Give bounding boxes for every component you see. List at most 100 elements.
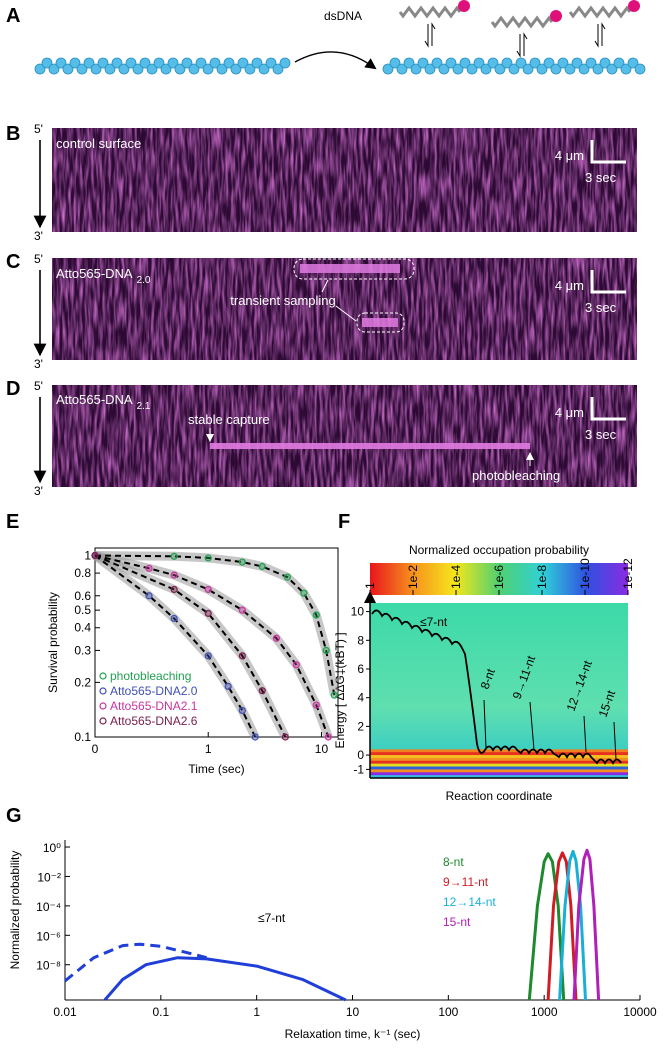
annotation: photobleaching <box>472 468 560 483</box>
line <box>103 956 347 1002</box>
scale-time: 3 sec <box>585 300 617 315</box>
data-point <box>238 706 246 715</box>
x-tick-label: 1000 <box>531 1005 558 1019</box>
filament-subunit <box>62 63 74 75</box>
y-tick-label: 0.5 <box>74 603 91 617</box>
fluorophore <box>628 0 640 12</box>
legend-label: photobleaching <box>110 669 191 683</box>
filament-subunit <box>97 57 109 69</box>
plot-frame <box>94 547 339 738</box>
y-tick-label: 10⁻⁶ <box>36 929 61 943</box>
filament-subunit <box>41 57 53 69</box>
filament-subunit <box>132 63 144 75</box>
strand-end: 3' <box>34 484 43 498</box>
colorbar-tick-label: 1e-4 <box>449 565 463 589</box>
filament-subunit <box>167 57 179 69</box>
filament-subunit <box>34 63 46 75</box>
scale-length: 4 μm <box>555 405 584 420</box>
data-point <box>170 614 178 623</box>
scale-bar <box>590 270 626 294</box>
filament-subunit <box>48 63 60 75</box>
scale-time: 3 sec <box>585 170 617 185</box>
filament-subunit <box>160 63 172 75</box>
reagent-label: dsDNA <box>324 9 362 23</box>
x-tick-label: 0.01 <box>53 1005 77 1019</box>
filament-subunit <box>543 57 555 69</box>
legend-label: Atto565-DNA2.6 <box>110 714 198 728</box>
y-tick-label: 0.8 <box>74 566 91 580</box>
legend-label: Atto565-DNA2.1 <box>110 699 198 713</box>
legend-label: Atto565-DNA2.0 <box>110 684 198 698</box>
highlight-box <box>293 258 415 280</box>
annotation: transient sampling <box>230 293 336 308</box>
occupation-stripe <box>370 760 628 765</box>
fluorophore <box>550 10 562 22</box>
data-point <box>324 733 332 741</box>
filament-subunit <box>244 63 256 75</box>
x-tick-label: 0.1 <box>152 1005 169 1019</box>
panel-label: G <box>6 805 22 827</box>
filament-subunit <box>55 57 67 69</box>
kymograph-noise <box>52 258 637 360</box>
data-point <box>258 562 266 571</box>
strand-end: 5' <box>34 122 43 136</box>
energy-panel: Normalized occupation probability 1 1e-2 1… <box>333 543 635 803</box>
scale-length: 4 μm <box>555 278 584 293</box>
kymograph-noise <box>52 385 637 487</box>
kymograph-label: control surface <box>56 136 141 151</box>
strand-end: 5' <box>34 379 43 393</box>
kymograph-label: Atto565-DNA 2.0 <box>56 266 151 286</box>
annotation: 8-nt <box>478 666 498 691</box>
occupation-stripe <box>370 775 628 779</box>
filament-subunit <box>557 57 569 69</box>
filament-subunit <box>445 57 457 69</box>
leader-line <box>335 305 357 322</box>
fit-line <box>94 554 287 738</box>
label-sub: 2.1 <box>137 401 151 412</box>
colorbar-title: Normalized occupation probability <box>409 543 589 557</box>
data-point <box>281 733 289 741</box>
filament-subunit <box>459 57 471 69</box>
filament-subunit <box>382 63 394 75</box>
energy-profile <box>371 609 622 765</box>
x-tick-label: 100 <box>438 1005 458 1019</box>
scale-bar <box>590 397 626 421</box>
reaction-arrow <box>294 51 377 70</box>
filament-subunit <box>501 57 513 69</box>
filament-subunit <box>230 63 242 75</box>
filament-subunit <box>146 63 158 75</box>
dsdna <box>398 5 462 19</box>
data-point <box>300 589 308 597</box>
leader-line <box>613 721 617 761</box>
highlight-box <box>356 312 405 333</box>
filament-subunit <box>272 63 284 75</box>
line <box>558 849 587 1001</box>
colorbar-tick-label: 1e-10 <box>578 558 592 589</box>
annotation: stable capture <box>188 412 270 427</box>
legend-label: 9→11-nt <box>443 875 489 889</box>
panel-label: C <box>6 251 20 273</box>
filament-subunit <box>599 57 611 69</box>
y-tick-label: 10⁻⁸ <box>36 959 61 973</box>
x-axis-label: Reaction coordinate <box>446 789 553 803</box>
filament-subunit <box>209 57 221 69</box>
data-point <box>238 652 246 660</box>
label-sub: 2.0 <box>137 275 151 286</box>
legend-marker <box>99 702 107 710</box>
data-point <box>224 682 232 691</box>
data-point <box>204 652 212 660</box>
binding-event <box>210 443 530 449</box>
filament-subunit <box>188 63 200 75</box>
data-point <box>91 551 99 560</box>
x-tick-label: 10000 <box>623 1005 657 1019</box>
colorbar-tick-label: 1 <box>363 582 377 589</box>
x-axis-label: Relaxation time, k⁻¹ (sec) <box>285 1027 421 1041</box>
occupation-stripe <box>370 763 628 768</box>
data-point <box>238 558 246 566</box>
filament-subunit <box>564 63 576 75</box>
leader-line <box>583 715 587 753</box>
filament-subunit <box>258 63 270 75</box>
legend-label: 15-nt <box>443 915 471 929</box>
dsdna <box>490 15 554 29</box>
